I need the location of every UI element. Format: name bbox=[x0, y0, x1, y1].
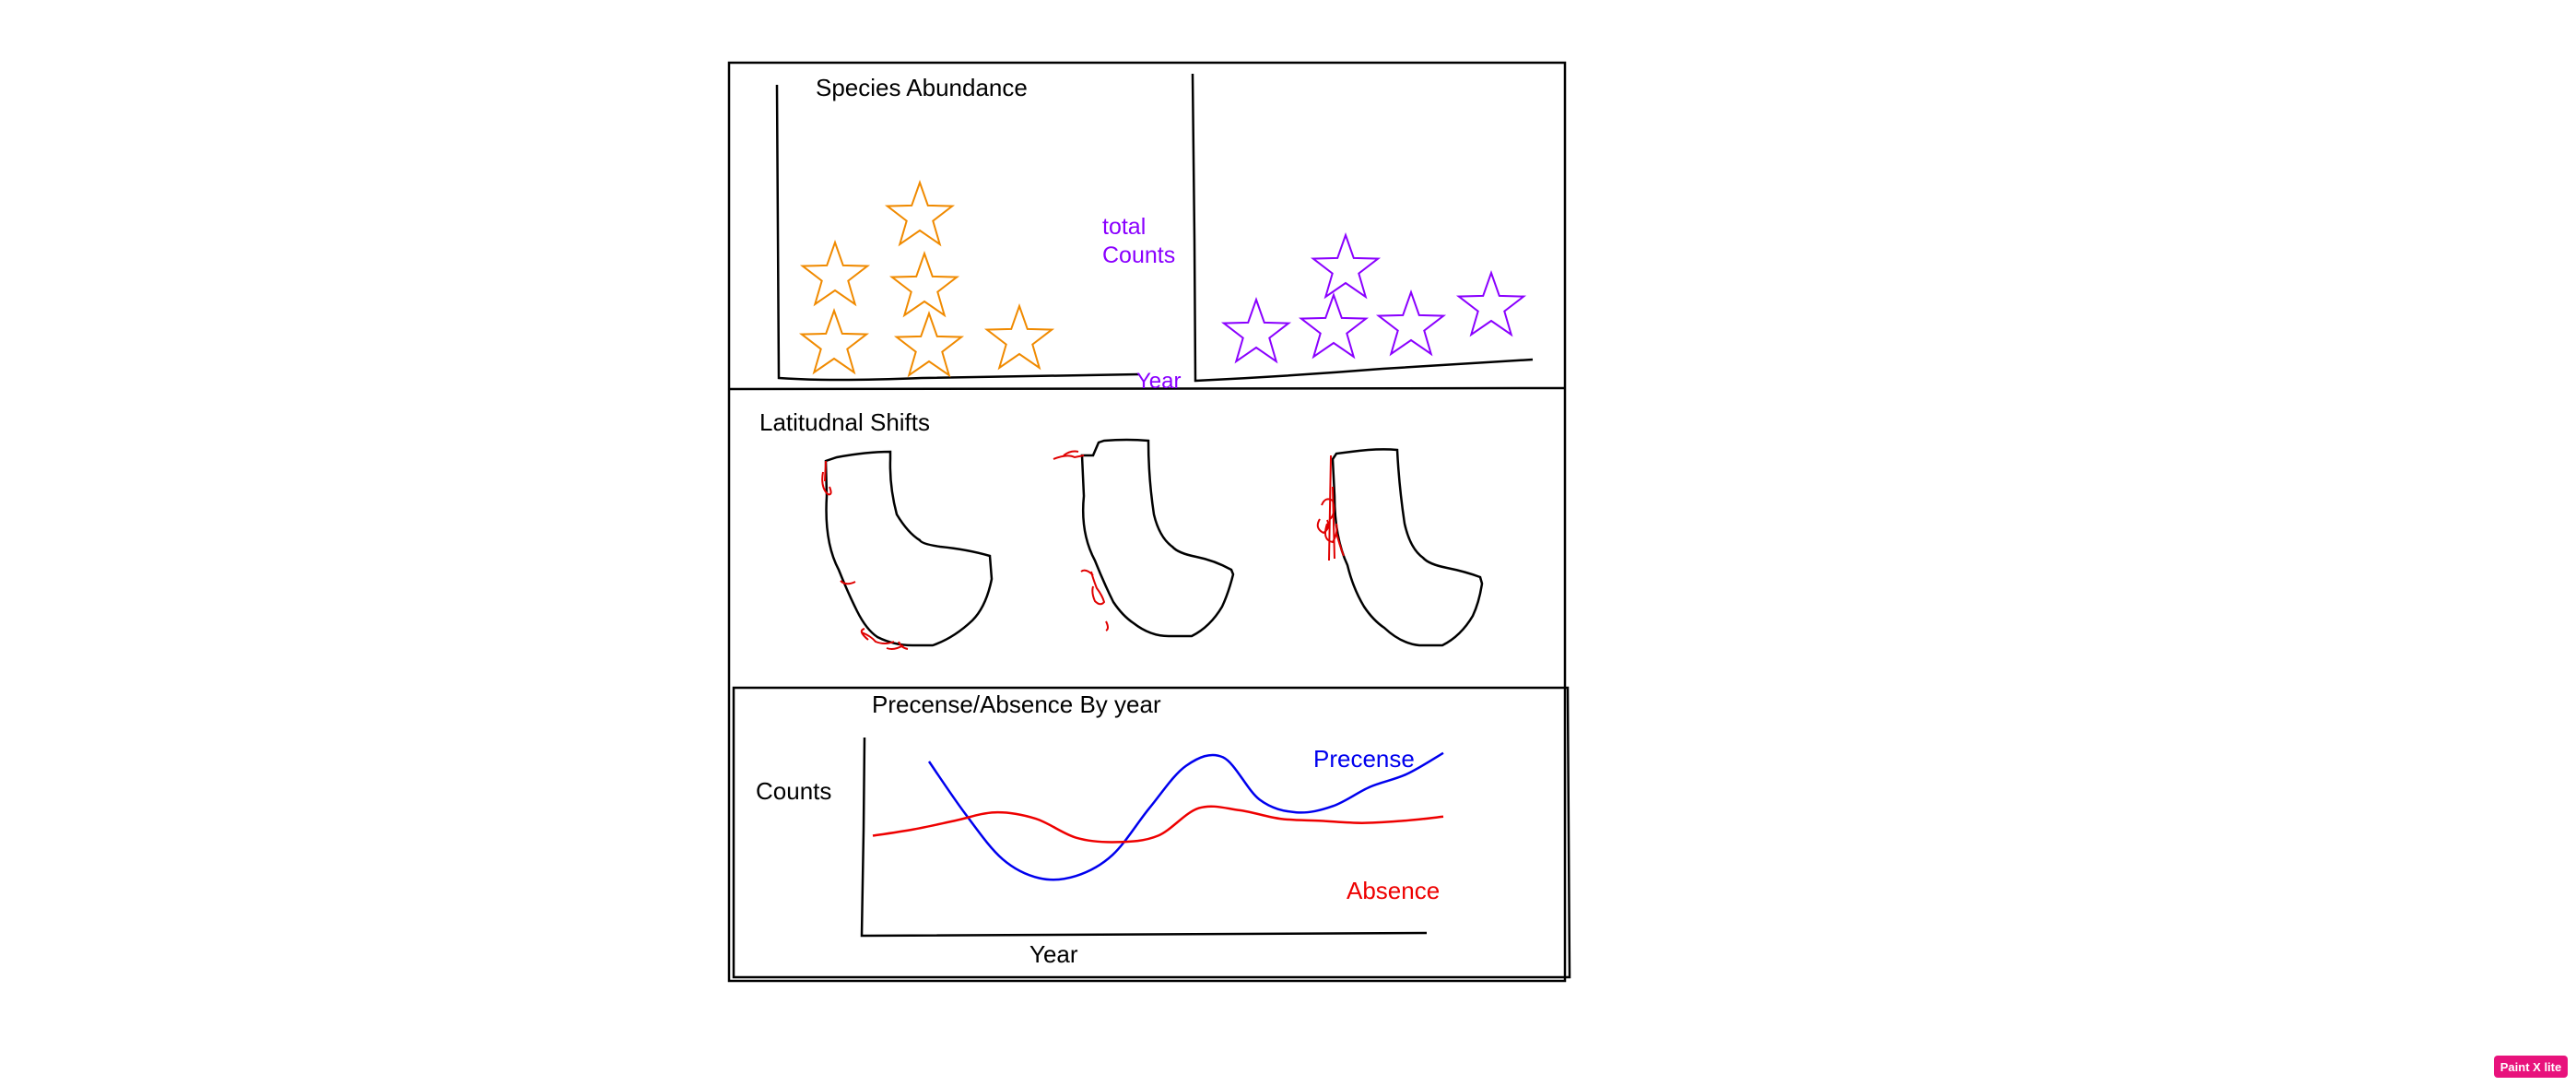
series-line-absence bbox=[872, 805, 1444, 844]
outer-frame bbox=[727, 61, 1567, 983]
map-marks-1 bbox=[821, 460, 909, 650]
map-marks-2 bbox=[1053, 450, 1109, 632]
abundance-panel: Species Abundance total Counts Year bbox=[775, 73, 1534, 394]
panel-frames bbox=[727, 61, 1571, 983]
chart-axes bbox=[860, 737, 1428, 938]
star-group-orange bbox=[798, 179, 1055, 378]
chart-ylabel: Counts bbox=[756, 777, 831, 805]
left-y-axis bbox=[775, 84, 1140, 382]
star-icon bbox=[983, 302, 1055, 371]
map-marks-3 bbox=[1316, 454, 1345, 561]
map-outline-2 bbox=[1080, 438, 1235, 638]
legend-precense: Precense bbox=[1313, 745, 1415, 773]
legend-absence: Absence bbox=[1347, 877, 1440, 904]
divider-shifts-presence bbox=[732, 686, 1571, 979]
star-icon bbox=[1298, 291, 1370, 360]
abundance-title: Species Abundance bbox=[816, 74, 1028, 101]
series-line-precense bbox=[927, 751, 1444, 881]
state-outline-icon bbox=[1316, 448, 1484, 647]
star-icon bbox=[798, 307, 870, 375]
map-outline-3 bbox=[1331, 448, 1484, 647]
total-counts-line2: Counts bbox=[1102, 242, 1175, 268]
year-label: Year bbox=[1136, 369, 1182, 394]
app-badge: Paint X lite bbox=[2494, 1056, 2568, 1078]
star-icon bbox=[1375, 289, 1447, 357]
star-icon bbox=[1455, 269, 1527, 337]
total-counts-label: total Counts bbox=[1102, 214, 1175, 268]
total-counts-line1: total bbox=[1102, 214, 1146, 240]
shifts-panel: Latitudnal Shifts bbox=[759, 408, 1484, 650]
chart-series bbox=[872, 751, 1444, 881]
star-icon bbox=[799, 239, 871, 307]
right-axes bbox=[1191, 73, 1534, 383]
chart-xlabel: Year bbox=[1029, 940, 1078, 968]
star-group-purple bbox=[1220, 231, 1527, 364]
shifts-title: Latitudnal Shifts bbox=[759, 408, 930, 436]
divider-abundance-shifts bbox=[729, 386, 1566, 391]
presence-panel: Precense/Absence By year Counts Year Pre… bbox=[756, 691, 1444, 968]
state-outline-icon bbox=[821, 450, 994, 650]
star-icon bbox=[893, 310, 965, 378]
star-icon bbox=[888, 250, 960, 318]
star-icon bbox=[1220, 296, 1292, 364]
chart-title: Precense/Absence By year bbox=[872, 691, 1161, 718]
star-icon bbox=[884, 179, 956, 247]
state-outline-icon bbox=[1053, 438, 1235, 638]
map-outline-1 bbox=[824, 450, 994, 647]
star-icon bbox=[1310, 231, 1382, 300]
